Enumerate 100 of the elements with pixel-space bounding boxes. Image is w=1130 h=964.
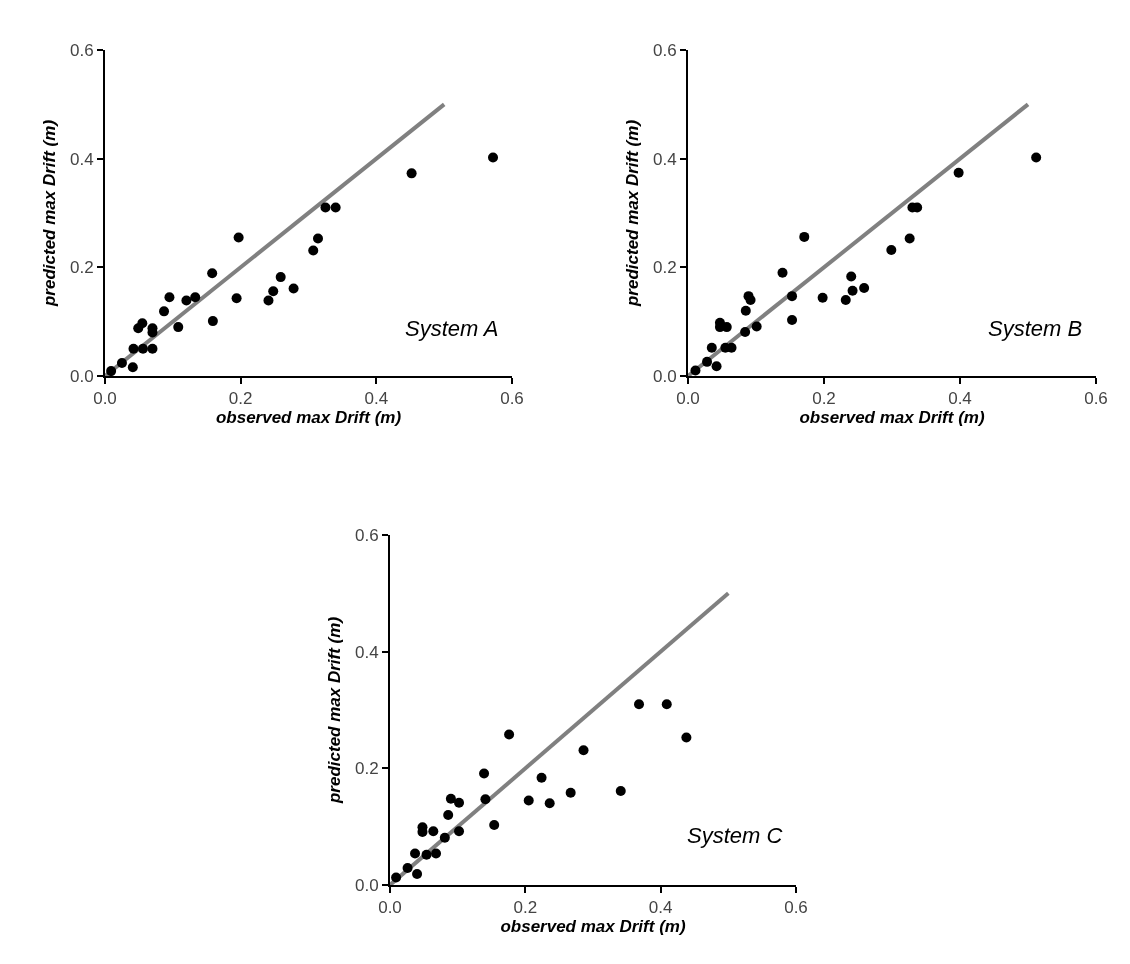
point	[706, 342, 717, 353]
x-axis-title: observed max Drift (m)	[500, 917, 686, 937]
point	[147, 343, 158, 354]
point	[391, 872, 402, 883]
point	[127, 362, 138, 373]
x-tick-label: 0.6	[1084, 389, 1108, 409]
y-tick-label: 0.0	[652, 366, 677, 386]
y-axis-title: predicted max Drift (m)	[623, 119, 643, 308]
y-tick-label: 0.6	[69, 40, 94, 60]
point	[181, 295, 192, 306]
point	[690, 365, 701, 376]
point	[479, 768, 490, 779]
x-tick-label: 0.0	[93, 389, 117, 409]
point	[402, 863, 413, 874]
x-tick-label: 0.4	[948, 389, 972, 409]
point	[504, 729, 515, 740]
point	[233, 232, 244, 243]
y-tick-label: 0.4	[69, 149, 94, 169]
point	[840, 294, 851, 305]
x-axis-title: observed max Drift (m)	[799, 408, 985, 428]
y-tick-label: 0.6	[354, 525, 379, 545]
y-tick-label: 0.4	[652, 149, 677, 169]
point	[615, 786, 626, 797]
annotation: System C	[687, 823, 783, 848]
x-tick-label: 0.6	[500, 389, 524, 409]
x-tick-label: 0.2	[812, 389, 836, 409]
point	[454, 797, 465, 808]
point	[190, 292, 201, 303]
point	[787, 315, 798, 326]
point	[445, 793, 456, 804]
point	[799, 231, 810, 242]
point	[488, 152, 499, 163]
point	[231, 293, 242, 304]
point	[711, 361, 722, 372]
point	[817, 292, 828, 303]
y-tick-label: 0.2	[69, 258, 94, 278]
point	[523, 795, 534, 806]
point	[431, 848, 442, 859]
y-tick-label: 0.4	[354, 642, 379, 662]
point	[128, 343, 139, 354]
point	[116, 357, 127, 368]
point	[702, 356, 713, 367]
point	[536, 772, 547, 783]
point	[634, 699, 645, 710]
y-tick-label: 0.0	[354, 875, 379, 895]
point	[207, 316, 218, 327]
x-axis-title: observed max Drift (m)	[215, 408, 402, 428]
point	[308, 245, 319, 256]
point	[859, 282, 870, 293]
point	[847, 285, 858, 296]
y-tick-label: 0.2	[652, 258, 677, 278]
point	[544, 798, 555, 809]
point	[846, 271, 857, 282]
point	[313, 233, 323, 244]
point	[164, 292, 175, 303]
point	[410, 848, 421, 859]
point	[106, 366, 117, 376]
x-tick-label: 0.0	[676, 389, 700, 409]
y-axis-title: predicted max Drift (m)	[40, 119, 60, 308]
point	[904, 233, 915, 244]
x-tick-label: 0.2	[228, 389, 253, 409]
point	[578, 745, 589, 756]
point	[428, 826, 439, 837]
point	[288, 283, 299, 294]
point	[439, 832, 450, 843]
point	[740, 305, 751, 316]
point	[740, 326, 751, 337]
point	[137, 318, 148, 329]
x-tick-label: 0.6	[784, 898, 808, 918]
annotation: System A	[405, 316, 499, 341]
point	[480, 794, 491, 805]
point	[953, 167, 964, 178]
point	[787, 291, 798, 302]
point	[207, 268, 218, 279]
point	[268, 286, 279, 297]
point	[681, 732, 692, 743]
point	[751, 321, 762, 332]
point	[443, 810, 454, 820]
point	[777, 267, 788, 278]
y-tick-label: 0.6	[652, 40, 677, 60]
y-axis-title: predicted max Drift (m)	[325, 616, 345, 805]
point	[454, 826, 465, 837]
point	[320, 202, 331, 213]
point	[489, 819, 500, 830]
point	[886, 244, 897, 255]
point	[275, 272, 286, 283]
point	[263, 295, 274, 306]
point	[159, 306, 170, 317]
y-tick-label: 0.2	[354, 759, 379, 779]
point	[173, 322, 184, 333]
point	[661, 699, 672, 710]
annotation: System B	[988, 316, 1083, 341]
x-tick-label: 0.2	[513, 898, 538, 918]
point	[330, 202, 341, 213]
point	[1031, 152, 1042, 163]
point	[137, 343, 148, 354]
point	[421, 849, 432, 860]
y-tick-label: 0.0	[69, 366, 94, 386]
point	[565, 787, 576, 798]
point	[406, 168, 417, 179]
